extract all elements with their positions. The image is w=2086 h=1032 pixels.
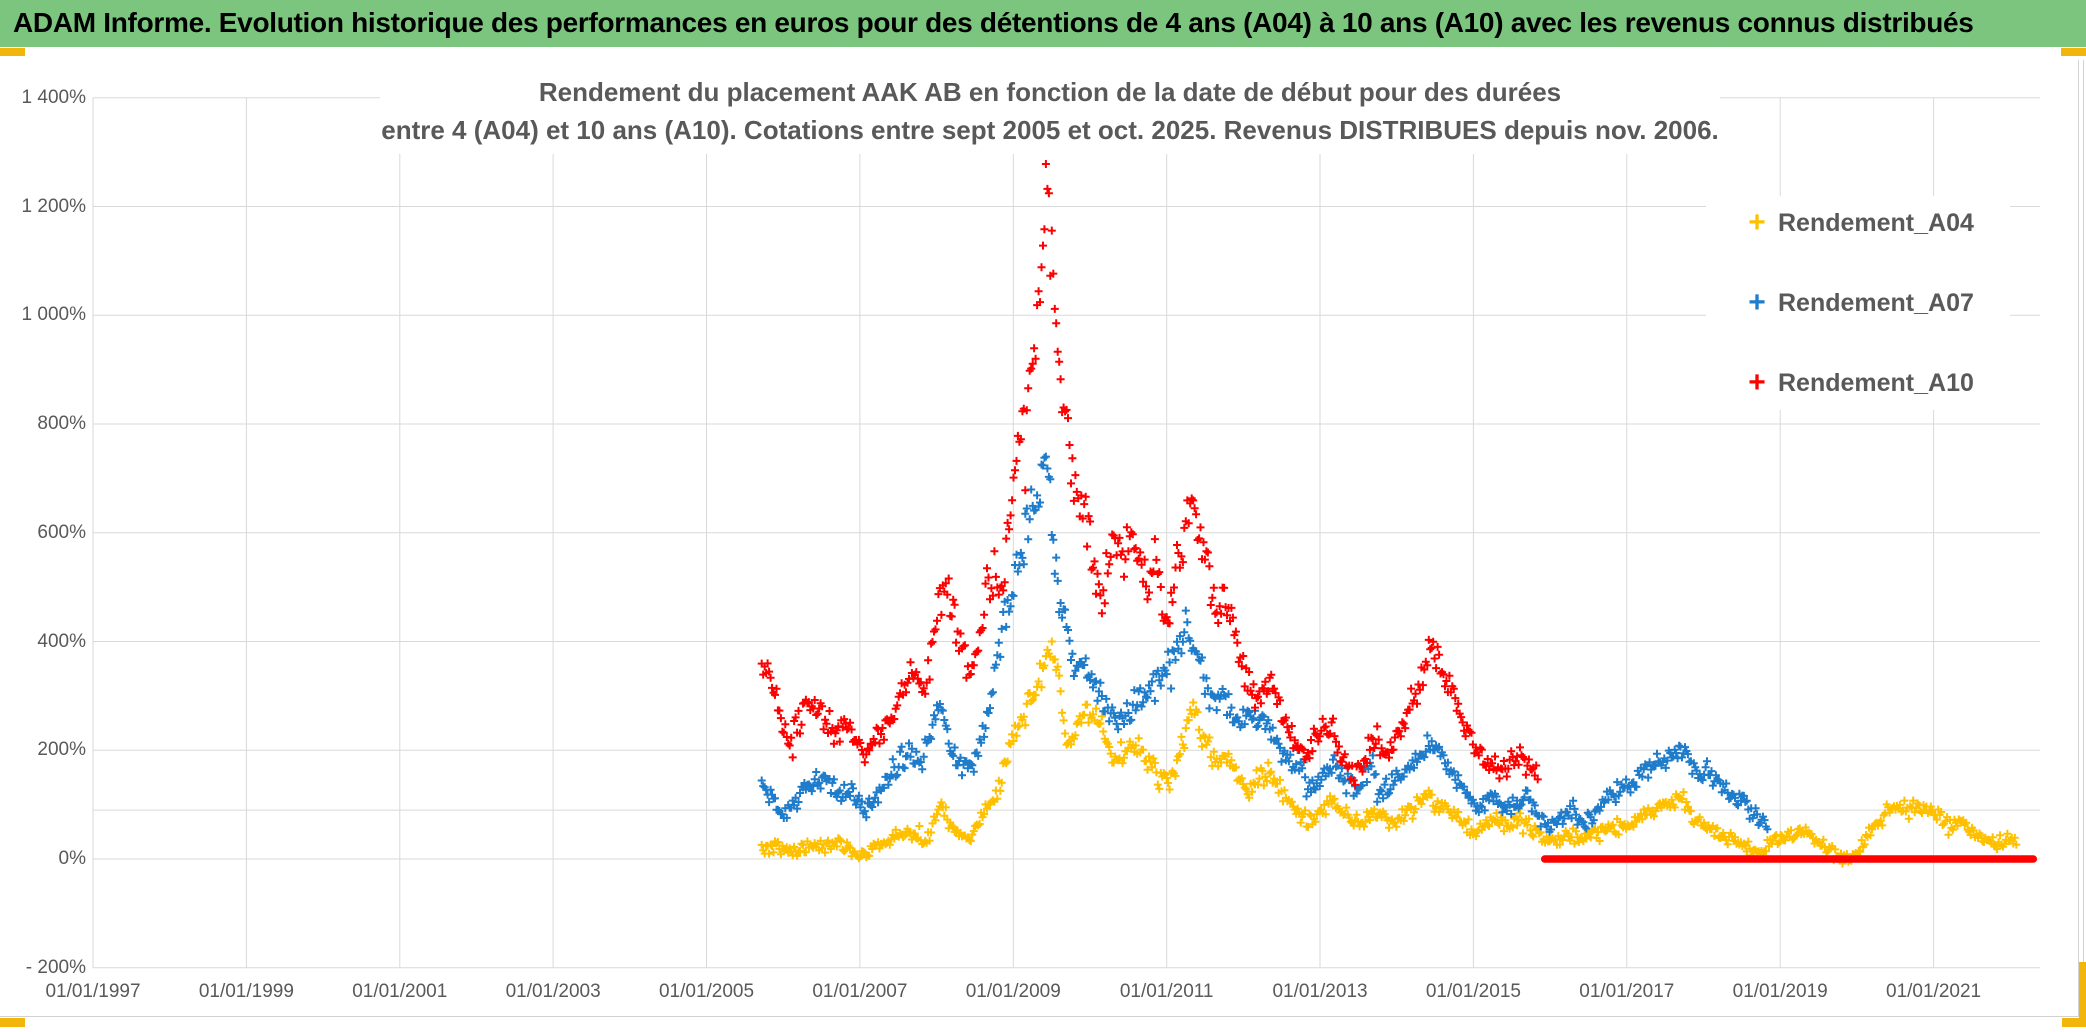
plus-marker-icon: + — [1748, 366, 1766, 399]
x-axis-label: 01/01/2001 — [352, 981, 448, 1002]
y-axis-label: 1 400% — [21, 86, 86, 108]
plus-marker-icon: + — [1748, 206, 1766, 239]
legend-item-a10: + Rendement_A10 — [1744, 364, 2004, 402]
legend-label: Rendement_A10 — [1778, 368, 1974, 397]
plus-marker-icon: + — [1748, 286, 1766, 319]
legend-item-a04: + Rendement_A04 — [1744, 204, 2004, 242]
legend-label: Rendement_A07 — [1778, 288, 1974, 317]
x-axis-label: 01/01/2007 — [812, 981, 908, 1002]
y-axis-label: 400% — [37, 630, 86, 652]
chart-title-line2: entre 4 (A04) et 10 ans (A10). Cotations… — [381, 115, 1719, 145]
gridlines-vertical — [92, 97, 1935, 968]
y-axis-label: 0% — [58, 848, 86, 869]
x-axis-label: 01/01/2017 — [1579, 981, 1675, 1002]
chart-title: Rendement du placement AAK AB en fonctio… — [380, 70, 1720, 154]
legend-item-a07: + Rendement_A07 — [1744, 284, 2004, 322]
x-axis-label: 01/01/1999 — [198, 981, 294, 1002]
selection-handle-top-left — [0, 48, 25, 56]
y-axis-label: 800% — [37, 413, 86, 434]
selection-handle-bottom-left — [0, 1018, 25, 1027]
y-axis-label: 200% — [37, 739, 86, 761]
selection-handle-bottom-right — [2062, 1018, 2086, 1027]
y-axis-label: - 200% — [25, 956, 86, 978]
x-axis-label: 01/01/2003 — [505, 981, 601, 1002]
header-bar: ADAM Informe. Evolution historique des p… — [0, 0, 2086, 47]
x-axis-label: 01/01/2011 — [1119, 981, 1214, 1002]
y-axis-label: 1 000% — [21, 304, 86, 326]
x-axis-label: 01/01/2021 — [1886, 981, 1982, 1002]
x-axis-label: 01/01/2019 — [1732, 981, 1828, 1002]
legend-label: Rendement_A04 — [1778, 208, 1974, 237]
legend — [1706, 196, 2010, 410]
series-Rendement_A10 — [757, 160, 1542, 789]
chart-title-line1: Rendement du placement AAK AB en fonctio… — [538, 77, 1562, 107]
y-axis-label: 1 200% — [21, 195, 86, 217]
x-axis-label: 01/01/1997 — [45, 981, 141, 1002]
selection-handle-top-right — [2061, 48, 2086, 56]
series-Rendement_A07 — [757, 452, 1772, 836]
selection-handle-right-edge — [2079, 962, 2086, 1018]
series-Rendement_A04 — [757, 637, 2021, 868]
x-axis-label: 01/01/2013 — [1272, 981, 1368, 1002]
y-axis-label: 600% — [37, 521, 86, 543]
x-axis-label: 01/01/2009 — [965, 981, 1061, 1002]
window-edge-line-2 — [2083, 60, 2084, 1016]
x-axis-label: 01/01/2005 — [658, 981, 755, 1002]
window-edge-line-1 — [2078, 60, 2079, 1016]
window-divider-bottom — [0, 1016, 2086, 1017]
header-title: ADAM Informe. Evolution historique des p… — [13, 7, 1974, 38]
x-axis-label: 01/01/2015 — [1425, 981, 1521, 1002]
